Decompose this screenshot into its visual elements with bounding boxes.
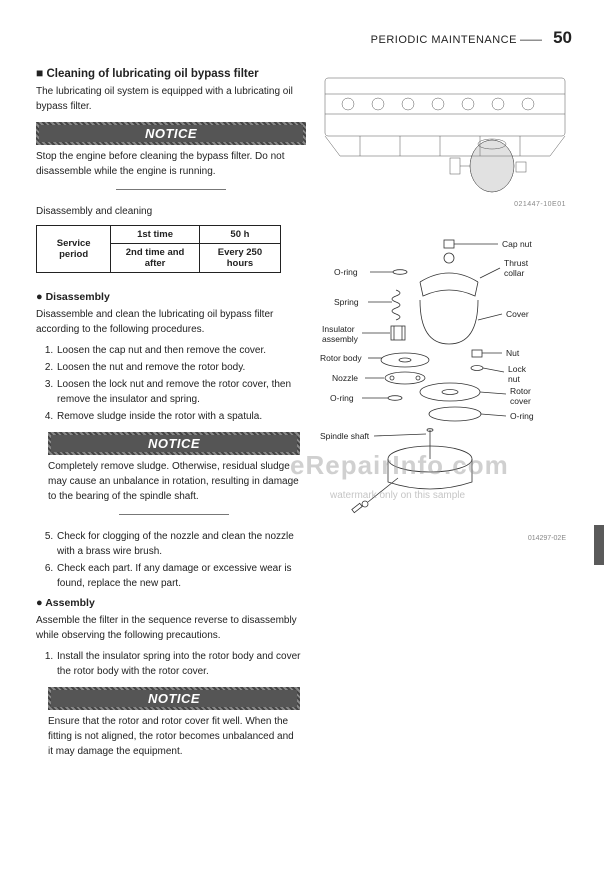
notice-label: NOTICE bbox=[39, 125, 303, 142]
watermark-subtext: watermark only on this sample bbox=[330, 490, 465, 501]
notice-3-text: Ensure that the rotor and rotor cover fi… bbox=[48, 714, 300, 759]
part-label: Spring bbox=[334, 297, 359, 307]
assembly-lead: Assemble the filter in the sequence reve… bbox=[36, 613, 306, 643]
service-table: Service period 1st time 50 h 2nd time an… bbox=[36, 225, 281, 273]
part-label: Lock nut bbox=[508, 364, 526, 384]
table-cell: Service period bbox=[37, 226, 111, 273]
part-label: Rotor cover bbox=[510, 386, 531, 406]
part-label: Cover bbox=[506, 309, 529, 319]
list-item: Loosen the lock nut and remove the rotor… bbox=[56, 377, 306, 407]
notice-label: NOTICE bbox=[51, 435, 297, 452]
section-name: PERIODIC MAINTENANCE bbox=[371, 34, 517, 46]
list-item: Install the insulator spring into the ro… bbox=[56, 649, 306, 679]
notice-box-2: NOTICE bbox=[48, 432, 300, 455]
part-label: Spindle shaft bbox=[320, 431, 369, 441]
engine-figure: 021447-10E01 bbox=[320, 66, 570, 206]
page-number: 50 bbox=[553, 28, 572, 47]
notice-2-text: Completely remove sludge. Otherwise, res… bbox=[48, 459, 300, 504]
part-label: Nozzle bbox=[332, 373, 358, 383]
table-cell: 50 h bbox=[199, 226, 280, 244]
disassembly-heading: ● Disassembly bbox=[36, 291, 306, 303]
table-cell: 1st time bbox=[111, 226, 200, 244]
part-label: O-ring bbox=[330, 393, 354, 403]
notice-1-text: Stop the engine before cleaning the bypa… bbox=[36, 149, 306, 179]
table-caption: Disassembly and cleaning bbox=[36, 204, 306, 219]
part-label: Rotor body bbox=[320, 353, 362, 363]
disassembly-steps-cont: Check for clogging of the nozzle and cle… bbox=[36, 529, 306, 591]
disassembly-lead: Disassemble and clean the lubricating oi… bbox=[36, 307, 306, 337]
side-tab bbox=[594, 525, 604, 565]
section-title: ■ Cleaning of lubricating oil bypass fil… bbox=[36, 66, 306, 80]
part-label: Thrust collar bbox=[504, 258, 528, 278]
page-header: PERIODIC MAINTENANCE —— 50 bbox=[36, 28, 572, 48]
list-item: Loosen the nut and remove the rotor body… bbox=[56, 360, 306, 375]
left-column: ■ Cleaning of lubricating oil bypass fil… bbox=[36, 66, 306, 765]
part-label: Nut bbox=[506, 348, 519, 358]
notice-box-1: NOTICE bbox=[36, 122, 306, 145]
disassembly-steps: Loosen the cap nut and then remove the c… bbox=[36, 343, 306, 424]
assembly-steps: Install the insulator spring into the ro… bbox=[36, 649, 306, 679]
part-label: O-ring bbox=[510, 411, 534, 421]
assembly-heading: ● Assembly bbox=[36, 597, 306, 609]
list-item: Check each part. If any damage or excess… bbox=[56, 561, 306, 591]
part-label: Cap nut bbox=[502, 239, 532, 249]
list-item: Loosen the cap nut and then remove the c… bbox=[56, 343, 306, 358]
divider bbox=[116, 189, 226, 190]
watermark-text: eRepairInfo.com bbox=[290, 450, 509, 481]
intro-text: The lubricating oil system is equipped w… bbox=[36, 84, 306, 114]
part-label: Insulator assembly bbox=[322, 324, 358, 344]
list-item: Check for clogging of the nozzle and cle… bbox=[56, 529, 306, 559]
notice-box-3: NOTICE bbox=[48, 687, 300, 710]
table-cell: 2nd time and after bbox=[111, 244, 200, 273]
figure-ref: 014297-02E bbox=[528, 535, 566, 542]
right-column: 021447-10E01 bbox=[320, 66, 572, 765]
divider bbox=[119, 514, 229, 515]
list-item: Remove sludge inside the rotor with a sp… bbox=[56, 409, 306, 424]
notice-label: NOTICE bbox=[51, 690, 297, 707]
figure-ref: 021447-10E01 bbox=[514, 201, 566, 208]
table-cell: Every 250 hours bbox=[199, 244, 280, 273]
part-label: O-ring bbox=[334, 267, 358, 277]
